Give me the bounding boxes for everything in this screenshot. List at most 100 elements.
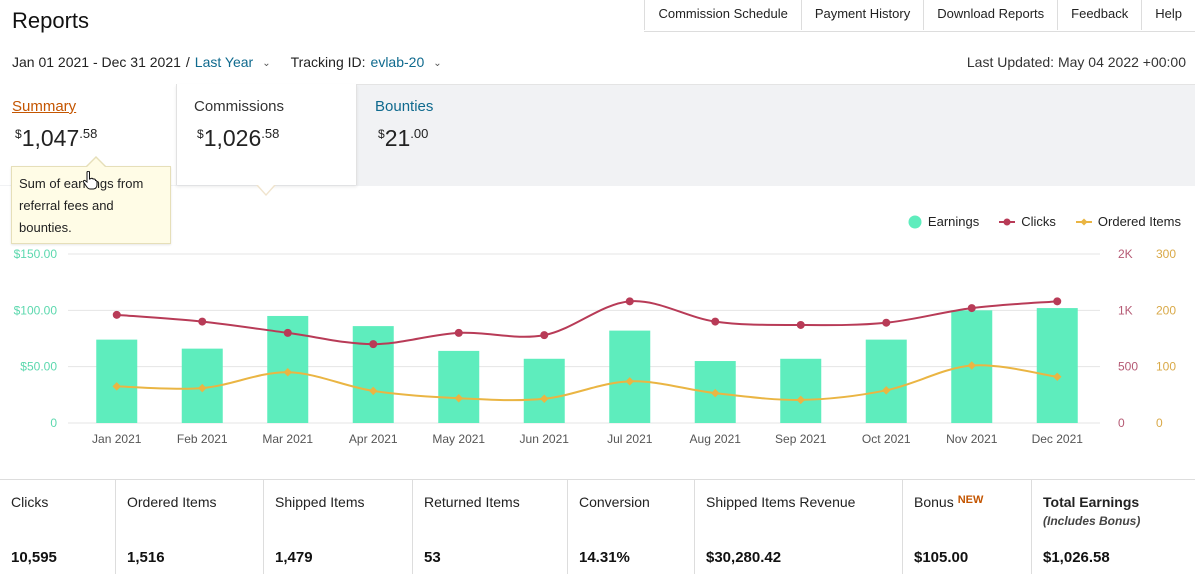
bar-earnings	[1036, 308, 1078, 423]
chevron-down-icon[interactable]: ⌄	[262, 57, 271, 69]
metric-shipped-revenue: Shipped Items Revenue $30,280.42	[694, 480, 903, 574]
tooltip-line: referral fees and	[19, 198, 114, 213]
hand-cursor-icon	[82, 171, 98, 190]
bar-earnings	[96, 339, 138, 423]
point-ordered-items	[1053, 372, 1062, 382]
metric-value: $105.00	[914, 549, 969, 566]
y-right1-tick: 0	[1118, 416, 1125, 430]
bounties-tab-label[interactable]: Bounties	[375, 98, 434, 115]
point-clicks	[369, 340, 378, 349]
last-updated: Last Updated: May 04 2022 +00:00	[966, 54, 1186, 70]
point-clicks	[1053, 297, 1062, 306]
metric-total-earnings: Total Earnings (Includes Bonus) $1,026.5…	[1031, 480, 1195, 574]
line-diamond-icon	[1075, 217, 1092, 226]
metric-label: Shipped Items Revenue	[706, 494, 856, 510]
x-tick-label: Feb 2021	[177, 432, 228, 446]
metric-value: $1,026.58	[1043, 549, 1110, 566]
commissions-value: $1,026.58	[197, 125, 280, 151]
circle-icon	[908, 215, 922, 228]
point-clicks	[198, 317, 207, 326]
legend-earnings-label: Earnings	[927, 214, 980, 229]
metric-ordered-items: Ordered Items 1,516	[115, 480, 264, 574]
chevron-down-icon[interactable]: ⌄	[433, 57, 442, 69]
bar-earnings	[438, 350, 480, 423]
point-clicks	[625, 297, 634, 306]
x-tick-label: Aug 2021	[690, 432, 742, 446]
bar-earnings	[780, 358, 822, 423]
metric-label: Clicks	[11, 494, 49, 510]
date-range: Jan 01 2021 - Dec 31 2021	[12, 54, 181, 70]
period-dropdown[interactable]: Last Year	[194, 54, 254, 70]
nav-commission-schedule[interactable]: Commission Schedule	[644, 0, 800, 30]
metric-returned-items: Returned Items 53	[412, 480, 568, 574]
summary-tab-label[interactable]: Summary	[12, 98, 77, 115]
legend-earnings[interactable]: Earnings	[908, 214, 979, 229]
point-clicks	[711, 317, 720, 326]
bounties-value: $21.00	[378, 125, 429, 151]
y-right2-tick: 0	[1156, 416, 1163, 430]
line-clicks	[116, 300, 1058, 346]
line-dot-icon	[999, 218, 1016, 225]
commissions-tab-label[interactable]: Commissions	[194, 98, 285, 115]
metric-value: $30,280.42	[706, 549, 782, 566]
metric-bonus: Bonus NEW $105.00	[902, 480, 1032, 574]
metric-shipped-items: Shipped Items 1,479	[263, 480, 413, 574]
top-nav: Commission Schedule Payment History Down…	[644, 0, 1195, 32]
x-tick-label: May 2021	[432, 432, 485, 446]
y-right2-tick: 200	[1156, 303, 1176, 317]
point-ordered-items	[882, 386, 891, 395]
y-left-tick: 0	[50, 416, 57, 430]
tooltip-arrow-inner	[87, 158, 105, 167]
x-tick-label: Oct 2021	[862, 432, 911, 446]
date-separator: /	[185, 54, 190, 70]
nav-download-reports[interactable]: Download Reports	[923, 0, 1057, 30]
legend-ordered-items[interactable]: Ordered Items	[1075, 214, 1181, 229]
tracking-id-dropdown[interactable]: evlab-20	[370, 54, 425, 70]
chart-legend: Earnings Clicks Ordered Items	[888, 214, 1181, 229]
point-clicks	[882, 318, 891, 327]
point-ordered-items	[540, 394, 549, 404]
point-ordered-items	[198, 383, 207, 393]
bounties-tab[interactable]: Bounties $21.00	[356, 84, 536, 185]
point-ordered-items	[283, 368, 292, 377]
x-tick-label: Nov 2021	[946, 432, 998, 446]
commissions-tab[interactable]: Commissions $1,026.58	[176, 84, 357, 185]
y-right2-tick: 100	[1156, 360, 1176, 374]
nav-help[interactable]: Help	[1141, 0, 1195, 30]
x-tick-label: Jan 2021	[92, 432, 142, 446]
tab-pointer-inner	[258, 185, 274, 194]
point-clicks	[283, 328, 292, 337]
metric-label: Ordered Items	[127, 494, 217, 510]
metric-clicks: Clicks 10,595	[0, 480, 115, 574]
summary-tooltip: Sum of earnings from referral fees and b…	[11, 166, 171, 244]
legend-clicks[interactable]: Clicks	[999, 214, 1056, 229]
y-left-tick: $100.00	[14, 303, 58, 317]
bar-earnings	[609, 330, 651, 423]
y-left-tick: $150.00	[14, 247, 58, 261]
new-badge: NEW	[957, 494, 984, 506]
metric-value: 14.31%	[579, 549, 630, 566]
metric-value: 10,595	[11, 549, 57, 566]
point-ordered-items	[454, 393, 463, 403]
metric-label: Shipped Items	[275, 494, 365, 510]
metric-conversion: Conversion 14.31%	[567, 480, 695, 574]
y-right2-tick: 300	[1156, 247, 1176, 261]
metric-value: 1,479	[275, 549, 313, 566]
nav-payment-history[interactable]: Payment History	[800, 0, 923, 30]
nav-feedback[interactable]: Feedback	[1057, 0, 1141, 30]
x-tick-label: Dec 2021	[1032, 432, 1084, 446]
tooltip-line: Sum of earnings from	[19, 176, 144, 191]
point-clicks	[967, 304, 976, 313]
earnings-chart: 0 0 0 $50.00 500 100 $100.00 1K 200 $150.00 2K 300 J…	[14, 247, 1177, 446]
tracking-label: Tracking ID:	[290, 54, 366, 70]
legend-ordered-label: Ordered Items	[1097, 214, 1181, 229]
metric-sublabel: (Includes Bonus)	[1043, 514, 1141, 528]
x-tick-label: Mar 2021	[262, 432, 313, 446]
metric-label: Returned Items	[424, 494, 520, 510]
y-right1-tick: 2K	[1118, 247, 1133, 261]
bar-earnings	[865, 339, 907, 423]
point-clicks	[796, 320, 805, 329]
line-ordered-items	[116, 364, 1058, 402]
point-clicks	[540, 331, 549, 340]
metric-label: Total Earnings	[1043, 494, 1140, 510]
